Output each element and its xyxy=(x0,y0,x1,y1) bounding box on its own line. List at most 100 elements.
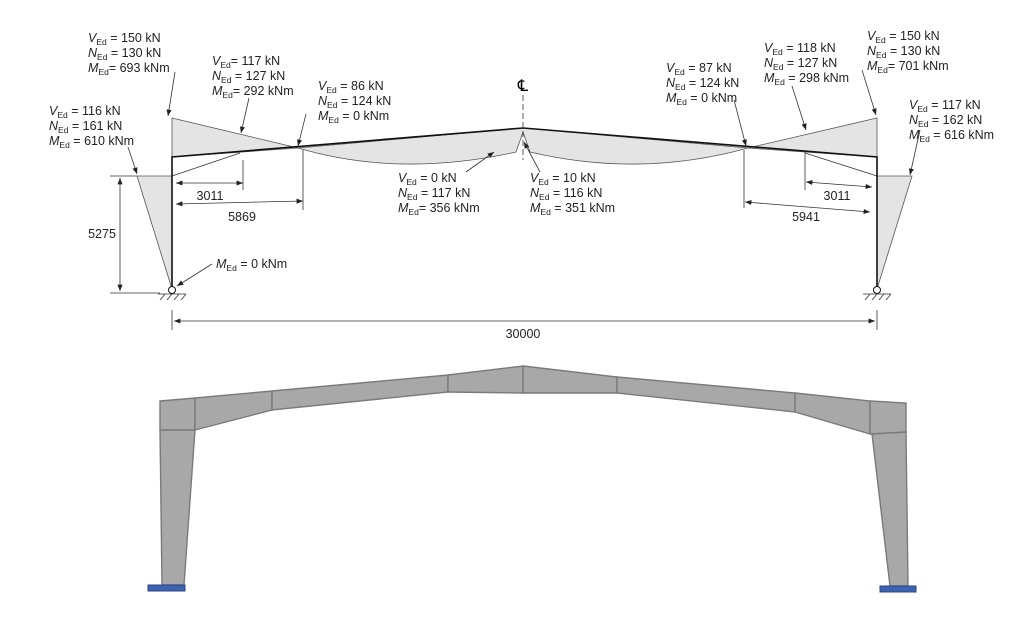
annotation-line: MEd= 693 kNm xyxy=(88,61,170,77)
annotation-line: MEd = 616 kNm xyxy=(909,128,994,144)
subscript: Ed xyxy=(407,192,418,202)
dim-right-zero-point: 5941 xyxy=(792,210,820,224)
subscript: Ed xyxy=(917,104,928,114)
annotation-line: MEd = 0 kNm xyxy=(318,109,389,125)
value: = 117 kN xyxy=(928,98,981,112)
annotation-line: NEd = 117 kN xyxy=(398,186,470,202)
subscript: Ed xyxy=(876,50,887,60)
subscript: Ed xyxy=(96,37,107,47)
steel-frame-model xyxy=(147,365,917,593)
annotation-line: VEd = 87 kN xyxy=(666,61,732,77)
rafter-segment-2 xyxy=(271,374,449,411)
dim-right-haunch: 3011 xyxy=(824,189,851,203)
value: = 130 kN xyxy=(107,46,161,60)
symbol: M xyxy=(49,134,60,148)
symbol: N xyxy=(666,76,676,90)
annotation-line: NEd = 127 kN xyxy=(212,69,285,85)
symbol: M xyxy=(398,201,409,215)
symbol: V xyxy=(88,31,98,45)
right-column xyxy=(871,431,909,587)
symbol: N xyxy=(398,186,408,200)
centreline-symbol: ℄ xyxy=(517,76,529,95)
annotation-line: MEd = 0 kNm xyxy=(216,257,287,273)
symbol: V xyxy=(212,54,222,68)
frame-centreline xyxy=(158,95,892,301)
value: = 10 kN xyxy=(549,171,596,185)
right-base-plate xyxy=(879,585,917,593)
value: = 356 kNm xyxy=(419,201,480,215)
subscript: Ed xyxy=(539,192,550,202)
annotation-line: MEd= 701 kNm xyxy=(867,59,949,75)
value: = 130 kN xyxy=(886,44,940,58)
symbol: N xyxy=(212,69,222,83)
value: = 693 kNm xyxy=(109,61,170,75)
value: = 116 kN xyxy=(68,104,121,118)
subscript: Ed xyxy=(328,115,339,125)
left-haunch-line xyxy=(171,152,241,177)
value: = 292 kNm xyxy=(233,84,294,98)
symbol: N xyxy=(764,56,774,70)
symbol: N xyxy=(530,186,540,200)
subscript: Ed xyxy=(772,47,783,57)
value: = 117 kN xyxy=(417,186,470,200)
left-eaves-haunch xyxy=(159,397,196,431)
symbol: N xyxy=(88,46,98,60)
annotation-line: NEd = 124 kN xyxy=(318,94,391,110)
subscript: Ed xyxy=(326,85,337,95)
right-haunch-line xyxy=(804,152,878,177)
symbol: M xyxy=(212,84,223,98)
symbol: M xyxy=(764,71,775,85)
annotation-line: VEd = 116 kN xyxy=(49,104,121,120)
annotation-line: NEd = 162 kN xyxy=(909,113,982,129)
subscript: Ed xyxy=(98,67,109,77)
annotation-line: VEd = 118 kN xyxy=(764,41,836,57)
subscript: Ed xyxy=(58,125,69,135)
annotation-line: VEd = 0 kN xyxy=(398,171,457,187)
dimensions xyxy=(110,150,878,330)
symbol: N xyxy=(909,113,919,127)
value: = 118 kN xyxy=(783,41,836,55)
right-column-moment xyxy=(876,175,913,290)
value: = 0 kNm xyxy=(339,109,389,123)
annotation-line: VEd= 117 kN xyxy=(212,54,280,70)
rafter-segment-3 xyxy=(616,376,796,413)
value: = 701 kNm xyxy=(888,59,949,73)
dim-column-height: 5275 xyxy=(88,227,116,241)
right-eaves-haunch xyxy=(869,400,907,435)
subscript: Ed xyxy=(674,67,685,77)
subscript: Ed xyxy=(57,110,68,120)
value: = 127 kN xyxy=(231,69,285,83)
bending-moment-diagram xyxy=(136,117,913,290)
symbol: V xyxy=(49,104,59,118)
subscript: Ed xyxy=(875,35,886,45)
rafter-segment-4 xyxy=(794,392,871,435)
symbol: V xyxy=(318,79,328,93)
value: = 162 kN xyxy=(928,113,982,127)
value: = 116 kN xyxy=(549,186,602,200)
symbol: V xyxy=(764,41,774,55)
symbol: N xyxy=(867,44,877,58)
subscript: Ed xyxy=(676,97,687,107)
value: = 610 kNm xyxy=(70,134,134,148)
symbol: V xyxy=(530,171,540,185)
value: = 117 kN xyxy=(231,54,280,68)
subscript: Ed xyxy=(59,140,70,150)
value: = 86 kN xyxy=(337,79,384,93)
subscript: Ed xyxy=(221,75,232,85)
symbol: M xyxy=(530,201,541,215)
symbol: M xyxy=(909,128,920,142)
annotation-line: VEd = 117 kN xyxy=(909,98,981,114)
annotation-line: NEd = 116 kN xyxy=(530,186,602,202)
annotation-line: VEd = 86 kN xyxy=(318,79,384,95)
subscript: Ed xyxy=(220,60,231,70)
rafter-segment-1 xyxy=(194,390,273,431)
left-column-moment xyxy=(136,175,173,290)
dim-left-haunch: 3011 xyxy=(197,189,224,203)
